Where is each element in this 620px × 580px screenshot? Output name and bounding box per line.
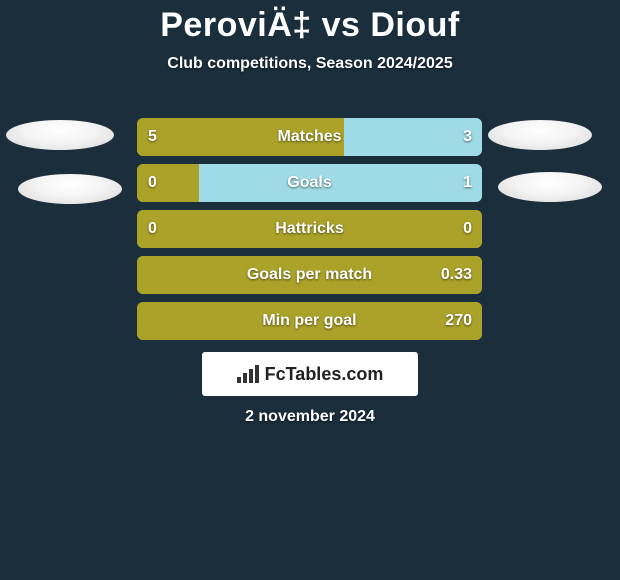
bar-chart-icon [237,365,259,383]
stat-bar-right-value: 1 [463,164,472,202]
decorative-ellipse [18,174,122,204]
stat-bar-label: Hattricks [137,210,482,248]
decorative-ellipse [6,120,114,150]
stat-bar-left-value: 0 [148,210,157,248]
stat-bar-right-value: 0.33 [441,256,472,294]
stat-bar-label: Min per goal [137,302,482,340]
stat-bar-right-value: 270 [445,302,472,340]
stat-bar: Goals per match0.33 [0,256,620,302]
stat-bar-right-value: 3 [463,118,472,156]
stat-bar: Hattricks0 0 [0,210,620,256]
decorative-ellipse [488,120,592,150]
page-title: PeroviÄ‡ vs Diouf [0,0,620,45]
logo-label: FcTables.com [265,364,384,385]
comparison-infographic: PeroviÄ‡ vs Diouf Club competitions, Sea… [0,0,620,580]
stat-bar-label: Matches [137,118,482,156]
date-text: 2 november 2024 [0,408,620,426]
stat-bar-left-value: 0 [148,164,157,202]
site-logo: FcTables.com [202,352,418,396]
decorative-ellipse [498,172,602,202]
stat-bar-right-value: 0 [463,210,472,248]
stat-bar: Min per goal270 [0,302,620,348]
stat-bar-label: Goals per match [137,256,482,294]
stat-bar-left-value: 5 [148,118,157,156]
subtitle: Club competitions, Season 2024/2025 [0,55,620,73]
stat-bar-label: Goals [137,164,482,202]
stat-bar-list: Matches53Goals01Hattricks00Goals per mat… [0,118,620,348]
